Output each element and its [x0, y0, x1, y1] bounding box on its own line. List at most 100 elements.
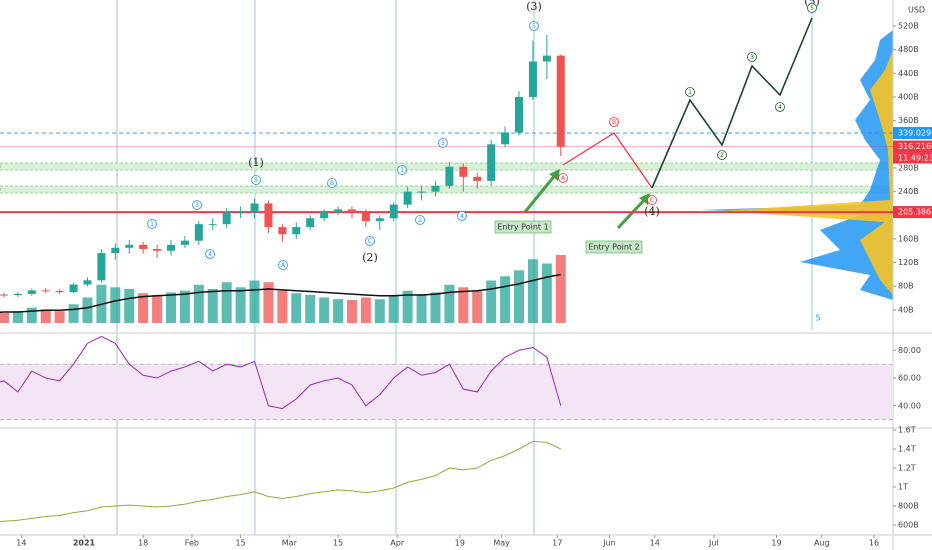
volume-bar	[291, 293, 302, 323]
y-tick-label: 600B	[898, 521, 919, 530]
volume-bar	[68, 304, 79, 323]
wave-marker-label: 4	[208, 251, 212, 258]
candle-body	[236, 212, 245, 214]
candle-body	[487, 144, 496, 181]
marker-label: 5	[815, 314, 820, 323]
candle-body	[250, 203, 259, 213]
currency-label: USD	[908, 6, 925, 15]
candle-body	[292, 227, 301, 235]
arrow-head	[639, 193, 650, 205]
wave-marker	[558, 173, 568, 183]
volume-bar	[444, 284, 455, 323]
projection-path	[651, 17, 813, 189]
wave-marker	[415, 215, 425, 225]
candle-body	[208, 224, 217, 226]
rsi-band	[0, 364, 893, 420]
candle-body	[69, 284, 78, 293]
candle-body	[528, 61, 537, 97]
volume-bar	[249, 280, 260, 323]
price-tag-label: 339.029B	[898, 129, 932, 138]
candle-body	[83, 280, 92, 285]
y-tick-label: 1.4T	[898, 445, 916, 454]
y-tick-label: 360B	[898, 116, 919, 125]
y-tick-label: 40B	[898, 305, 914, 314]
volume-bar	[555, 255, 566, 323]
y-tick-label: 1.6T	[898, 426, 916, 435]
volume-bar	[152, 294, 163, 323]
x-tick-label: Jun	[602, 539, 616, 548]
candle-body	[306, 218, 315, 228]
y-tick-label: 80.00	[898, 346, 921, 355]
price-tag-label: 316.216B	[898, 142, 932, 151]
wave-marker-label: 1	[400, 167, 404, 174]
wave-marker-label: 3	[195, 202, 199, 209]
arrow	[523, 173, 558, 213]
y-tick-label: 40.00	[898, 401, 921, 410]
volume-bar	[54, 311, 65, 323]
x-tick-label: 14	[650, 539, 660, 548]
y-tick-label: 280B	[898, 163, 919, 172]
wave-marker-label: 2	[418, 217, 422, 224]
volume-bar	[110, 287, 121, 323]
volume-bar	[472, 290, 483, 323]
wave-marker-label: 5	[254, 177, 258, 184]
wave-marker-label: 5	[810, 5, 814, 12]
x-tick-label: 16	[869, 539, 879, 548]
wave-marker	[609, 117, 619, 127]
volume-bar	[12, 311, 23, 323]
volume-profile	[700, 30, 893, 300]
wave-label: (3)	[526, 0, 542, 13]
wave-marker	[438, 138, 448, 148]
price-tag-label: 205.386B	[898, 208, 932, 217]
volume-bar	[416, 294, 427, 323]
wave-marker	[192, 200, 202, 210]
volume-bar	[346, 300, 357, 323]
x-tick-label: Feb	[185, 539, 199, 548]
volume-bar	[458, 287, 469, 323]
volume-bar	[514, 270, 524, 323]
candle-body	[0, 294, 8, 296]
volume-bar	[138, 293, 149, 323]
candle-body	[515, 96, 523, 133]
wave-marker	[397, 165, 407, 175]
label-box	[585, 240, 643, 254]
candle-body	[501, 132, 510, 145]
y-tick-label: 520B	[898, 22, 919, 31]
volume-bar	[305, 294, 316, 323]
volume-bar	[221, 282, 232, 323]
arrow-head	[549, 169, 560, 181]
wave-marker-label: C	[368, 238, 372, 245]
wave-marker-label: 4	[778, 104, 782, 111]
volume-bar	[402, 290, 413, 323]
entry-label: Entry Point 1	[497, 223, 548, 232]
volume-bar	[277, 290, 288, 323]
volume-bar	[388, 295, 399, 323]
y-tick-label: 800B	[898, 502, 919, 511]
entry-label: Entry Point 2	[588, 243, 639, 252]
y-tick-label: 400B	[898, 92, 919, 101]
wave-marker	[685, 87, 695, 97]
wave-marker-label: C	[650, 197, 654, 204]
volume-bar	[124, 289, 135, 323]
volume-bar	[193, 284, 204, 323]
volume-bar	[374, 299, 385, 323]
x-tick-label: 2021	[73, 539, 96, 548]
wave-marker-label: 3	[441, 140, 445, 147]
x-tick-label: Jul	[708, 539, 719, 548]
price-tag	[893, 127, 932, 140]
projection-path	[562, 132, 653, 189]
countdown: 11:49:23	[898, 154, 932, 163]
wave-marker-label: B	[330, 180, 334, 187]
candle-body	[139, 244, 148, 249]
wave-marker-label: 2	[720, 152, 724, 159]
candle-body	[361, 212, 370, 222]
volume-bar	[235, 287, 246, 323]
x-tick-label: 17	[552, 539, 562, 548]
y-tick-label: 120B	[898, 258, 919, 267]
y-tick-label: 1T	[898, 483, 908, 492]
volume-bar	[319, 297, 330, 323]
volume-profile	[720, 50, 893, 295]
line-series	[0, 335, 562, 410]
